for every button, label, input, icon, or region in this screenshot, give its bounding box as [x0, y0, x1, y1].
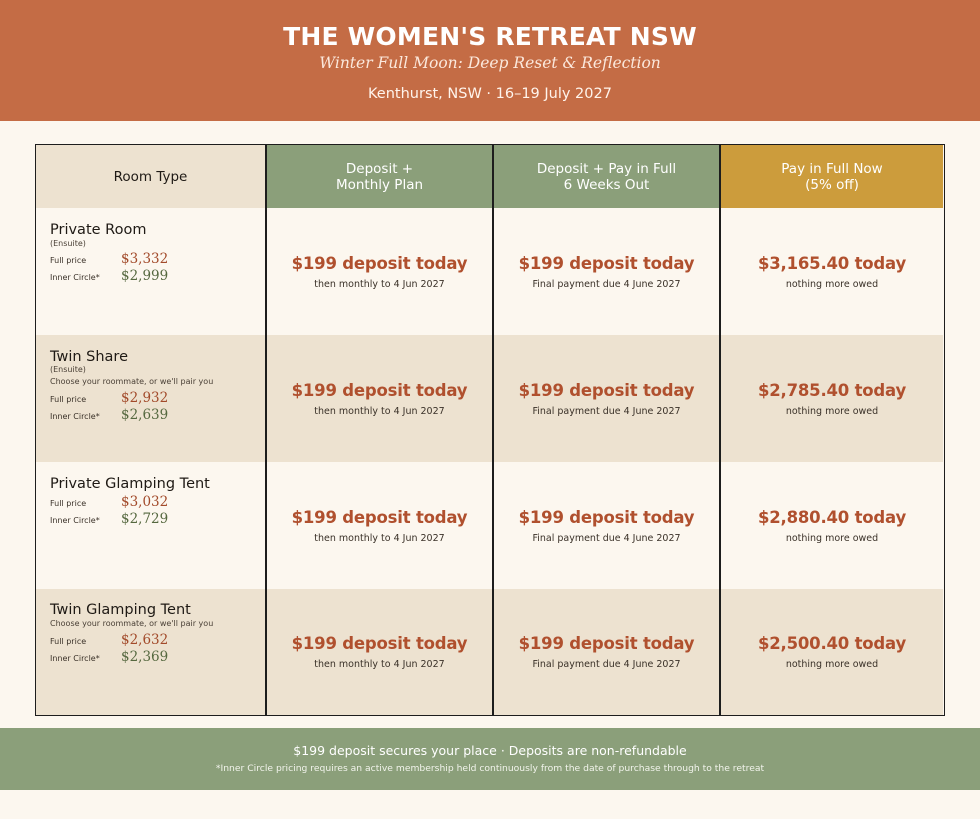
- offer-six-weeks-twin-glamping: $199 deposit today Final payment due 4 J…: [494, 589, 719, 715]
- room-ensuite-note: (Ensuite): [50, 365, 86, 374]
- offer-full-private-room: $3,165.40 today nothing more owed: [721, 208, 943, 335]
- offer-full-twin-share: $2,785.40 today nothing more owed: [721, 335, 943, 462]
- full-price-value: $3,332: [121, 251, 169, 267]
- room-name: Private Room: [50, 222, 147, 238]
- full-price-value: $2,632: [121, 632, 169, 648]
- inner-circle-label: Inner Circle*: [50, 412, 100, 421]
- inner-circle-label: Inner Circle*: [50, 273, 100, 282]
- offer-detail: nothing more owed: [785, 405, 879, 417]
- full-price-label: Full price: [50, 499, 87, 508]
- offer-detail: Final payment due 4 June 2027: [532, 659, 681, 670]
- offer-detail: nothing more owed: [785, 659, 879, 670]
- header-deposit-monthly-line1: Deposit +: [345, 160, 414, 177]
- room-name: Twin Glamping Tent: [50, 602, 191, 618]
- inner-circle-price-value: $2,639: [121, 407, 169, 423]
- offer-six-weeks-private-room: $199 deposit today Final payment due 4 J…: [494, 208, 719, 335]
- room-ensuite-note: (Ensuite): [50, 239, 86, 248]
- page-title: THE WOMEN'S RETREAT NSW: [283, 22, 697, 51]
- offer-headline: $2,500.40 today: [757, 634, 907, 653]
- room-name: Private Glamping Tent: [50, 476, 210, 492]
- offer-detail: then monthly to 4 Jun 2027: [314, 278, 445, 290]
- full-price-value: $3,032: [121, 494, 169, 510]
- offer-headline: $3,165.40 today: [757, 253, 907, 273]
- offer-headline: $199 deposit today: [518, 380, 695, 400]
- column-divider: [492, 145, 494, 715]
- header-pay-in-full-line2: (5% off): [805, 176, 859, 193]
- offer-detail: nothing more owed: [785, 532, 879, 544]
- full-price-label: Full price: [50, 395, 87, 404]
- offer-detail: then monthly to 4 Jun 2027: [314, 659, 445, 670]
- offer-six-weeks-twin-share: $199 deposit today Final payment due 4 J…: [494, 335, 719, 462]
- room-private-room: Private Room (Ensuite) Full price $3,332…: [36, 208, 265, 335]
- offer-detail: Final payment due 4 June 2027: [532, 278, 681, 290]
- offer-full-private-glamping: $2,880.40 today nothing more owed: [721, 462, 943, 589]
- column-divider: [719, 145, 721, 715]
- offer-six-weeks-private-glamping: $199 deposit today Final payment due 4 J…: [494, 462, 719, 589]
- offer-headline: $199 deposit today: [518, 253, 695, 273]
- offer-detail: then monthly to 4 Jun 2027: [314, 532, 445, 544]
- room-twin-share: Twin Share (Ensuite) Choose your roommat…: [36, 335, 265, 462]
- full-price-value: $2,932: [121, 390, 169, 406]
- room-name: Twin Share: [50, 349, 128, 365]
- offer-headline: $2,880.40 today: [757, 507, 907, 527]
- offer-monthly-twin-share: $199 deposit today then monthly to 4 Jun…: [267, 335, 492, 462]
- header-room-type: Room Type: [36, 145, 265, 208]
- full-price-label: Full price: [50, 256, 87, 265]
- inner-circle-footnote: *Inner Circle pricing requires an active…: [215, 763, 765, 774]
- offer-detail: then monthly to 4 Jun 2027: [314, 405, 445, 417]
- offer-monthly-private-room: $199 deposit today then monthly to 4 Jun…: [267, 208, 492, 335]
- deposit-note: $199 deposit secures your place · Deposi…: [293, 743, 687, 758]
- inner-circle-label: Inner Circle*: [50, 654, 100, 663]
- inner-circle-price-value: $2,729: [121, 511, 169, 527]
- inner-circle-price-value: $2,999: [121, 268, 169, 284]
- offer-headline: $199 deposit today: [518, 507, 695, 527]
- offer-detail: Final payment due 4 June 2027: [532, 532, 681, 544]
- header-deposit-six-weeks: Deposit + Pay in Full 6 Weeks Out: [494, 145, 719, 208]
- header-deposit-monthly: Deposit + Monthly Plan: [267, 145, 492, 208]
- room-roommate-note: Choose your roommate, or we'll pair you: [50, 619, 214, 628]
- header-deposit-six-weeks-line2: 6 Weeks Out: [563, 176, 650, 193]
- event-location-dates: Kenthurst, NSW · 16–19 July 2027: [368, 86, 612, 102]
- offer-headline: $2,785.40 today: [757, 380, 907, 400]
- header-deposit-six-weeks-line1: Deposit + Pay in Full: [536, 160, 677, 177]
- room-private-glamping-tent: Private Glamping Tent Full price $3,032 …: [36, 462, 265, 589]
- offer-headline: $199 deposit today: [291, 634, 468, 653]
- offer-headline: $199 deposit today: [518, 634, 695, 653]
- offer-detail: nothing more owed: [785, 278, 879, 290]
- offer-headline: $199 deposit today: [291, 380, 468, 400]
- header-pay-in-full: Pay in Full Now (5% off): [721, 145, 943, 208]
- offer-monthly-private-glamping: $199 deposit today then monthly to 4 Jun…: [267, 462, 492, 589]
- header-deposit-monthly-line2: Monthly Plan: [335, 176, 424, 193]
- room-twin-glamping-tent: Twin Glamping Tent Choose your roommate,…: [36, 589, 265, 715]
- page-subtitle: Winter Full Moon: Deep Reset & Reflectio…: [319, 54, 661, 72]
- offer-monthly-twin-glamping: $199 deposit today then monthly to 4 Jun…: [267, 589, 492, 715]
- footer-banner: $199 deposit secures your place · Deposi…: [0, 728, 980, 790]
- offer-headline: $199 deposit today: [291, 507, 468, 527]
- inner-circle-label: Inner Circle*: [50, 516, 100, 525]
- offer-detail: Final payment due 4 June 2027: [532, 405, 681, 417]
- pricing-table: Room Type Deposit + Monthly Plan Deposit…: [35, 144, 945, 716]
- inner-circle-price-value: $2,369: [121, 649, 169, 665]
- room-roommate-note: Choose your roommate, or we'll pair you: [50, 377, 214, 386]
- header-pay-in-full-line1: Pay in Full Now: [781, 160, 883, 177]
- full-price-label: Full price: [50, 637, 87, 646]
- column-divider: [265, 145, 267, 715]
- header-banner: THE WOMEN'S RETREAT NSW Winter Full Moon…: [0, 0, 980, 121]
- offer-full-twin-glamping: $2,500.40 today nothing more owed: [721, 589, 943, 715]
- header-room-type-label: Room Type: [113, 168, 188, 185]
- offer-headline: $199 deposit today: [291, 253, 468, 273]
